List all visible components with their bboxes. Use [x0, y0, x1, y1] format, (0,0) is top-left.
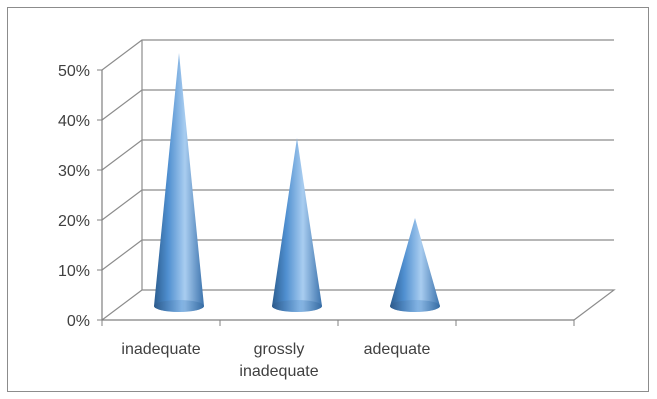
x-category-label-1: grossly inadequate [239, 341, 318, 380]
cone-adequate [390, 218, 440, 312]
cone-body-1 [272, 138, 322, 312]
cone-body-0 [154, 53, 204, 312]
cone-body-2 [390, 218, 440, 312]
labels: 0% 10% 20% 30% 40% 50% inadequate grossly inadeq… [58, 63, 431, 380]
y-tick-label-5: 50% [58, 63, 90, 80]
x-category-label-2: adequate [364, 341, 431, 358]
chart-frame [7, 7, 649, 392]
axes [97, 69, 575, 326]
y-tick-label-0: 0% [67, 313, 90, 330]
cone-base-2 [390, 300, 440, 312]
cone-base-1 [272, 300, 322, 312]
gridlines [101, 39, 616, 321]
y-tick-label-4: 40% [58, 113, 90, 130]
cones [154, 53, 440, 312]
y-tick-label-2: 20% [58, 213, 90, 230]
y-tick-label-1: 10% [58, 263, 90, 280]
cone-grossly-inadequate [272, 138, 322, 312]
y-tick-label-3: 30% [58, 163, 90, 180]
x-category-label-0: inadequate [121, 341, 200, 358]
cone-inadequate [154, 53, 204, 312]
cone-base-0 [154, 300, 204, 312]
gridline-0 [101, 289, 616, 321]
